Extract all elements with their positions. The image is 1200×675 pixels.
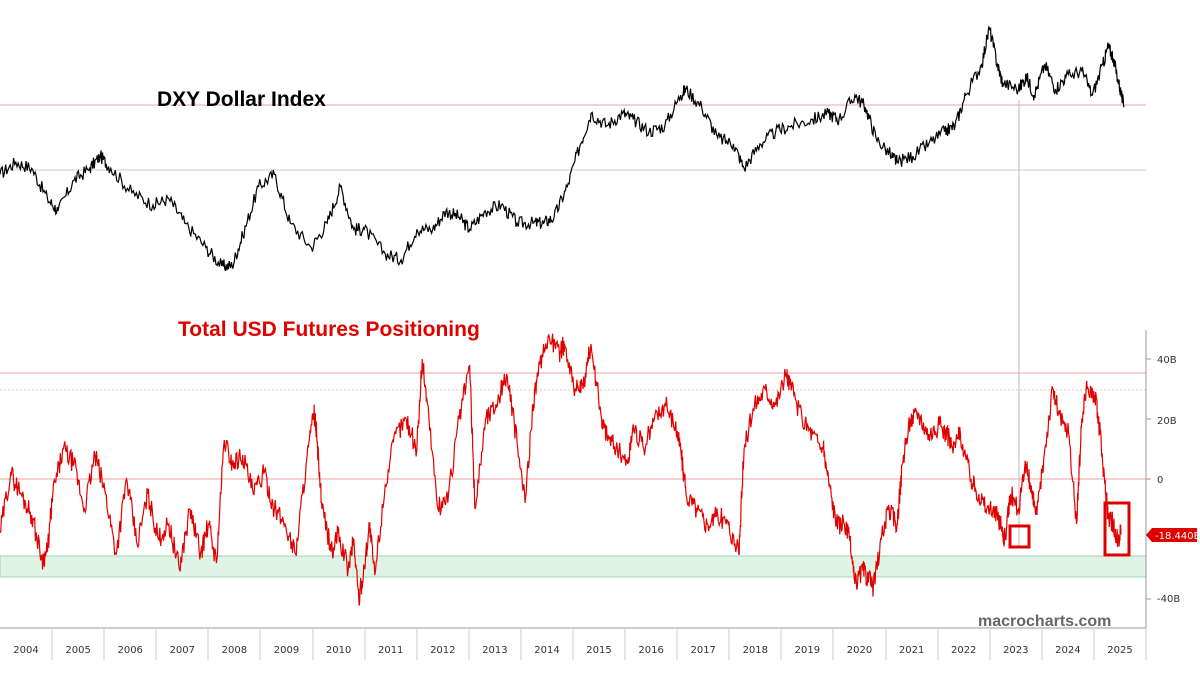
x-tick-label: 2024 [1055, 645, 1080, 656]
x-tick-label: 2011 [378, 645, 403, 656]
y-tick-label: 0 [1157, 475, 1163, 486]
x-tick-label: 2014 [534, 645, 559, 656]
x-tick-label: 2004 [13, 645, 38, 656]
x-tick-label: 2005 [65, 645, 90, 656]
positioning-title: Total USD Futures Positioning [178, 318, 480, 341]
x-tick-label: 2015 [586, 645, 611, 656]
x-tick-label: 2025 [1107, 645, 1132, 656]
y-tick-label: 40B [1157, 355, 1177, 366]
x-tick-label: 2023 [1003, 645, 1028, 656]
x-tick-label: 2008 [222, 645, 247, 656]
x-tick-label: 2016 [638, 645, 663, 656]
oversold-band [0, 555, 1147, 578]
last-value-label: -18.440B [1155, 531, 1200, 542]
highlight-box-2025 [1103, 501, 1131, 557]
x-tick-label: 2013 [482, 645, 507, 656]
x-tick-label: 2017 [690, 645, 715, 656]
y-axis-tick-marks [1146, 358, 1151, 600]
x-tick-label: 2010 [326, 645, 351, 656]
positioning-series-line [0, 333, 1122, 606]
x-tick-label: 2019 [795, 645, 820, 656]
x-tick-label: 2021 [899, 645, 924, 656]
y-tick-label: -40B [1157, 594, 1180, 605]
dxy-title: DXY Dollar Index [157, 88, 326, 111]
y-tick-label: 20B [1157, 416, 1177, 427]
x-tick-label: 2022 [951, 645, 976, 656]
highlight-box-2023 [1008, 524, 1031, 549]
dxy-series-line [0, 25, 1125, 271]
x-tick-label: 2020 [847, 645, 872, 656]
x-tick-label: 2018 [743, 645, 768, 656]
x-tick-label: 2007 [170, 645, 195, 656]
x-tick-label: 2006 [117, 645, 142, 656]
x-tick-label: 2009 [274, 645, 299, 656]
x-tick-label: 2012 [430, 645, 455, 656]
watermark: macrocharts.com [978, 613, 1111, 630]
x-axis: 2004 2005 2006 2007 2008 2009 2010 2011 2012 2013… [13, 628, 1147, 660]
last-value-badge: -18.440B [1146, 528, 1200, 542]
